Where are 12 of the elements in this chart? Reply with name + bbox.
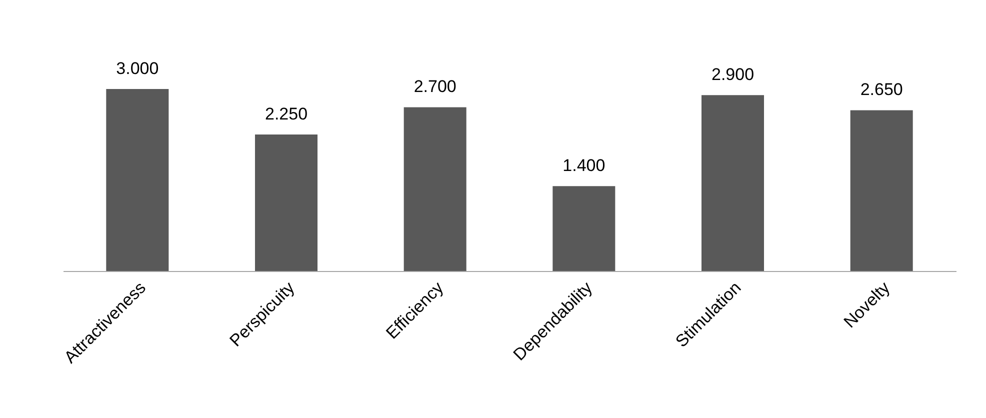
data-label: 2.700: [414, 77, 456, 96]
bar: [701, 95, 764, 271]
data-label: 2.900: [711, 65, 754, 84]
data-label: 3.000: [116, 59, 159, 78]
bar: [254, 134, 318, 271]
bar: [850, 110, 913, 271]
bar: [552, 186, 616, 271]
data-label: 2.650: [860, 80, 903, 100]
bar: [106, 89, 169, 271]
bar: [404, 107, 466, 271]
data-label: 2.250: [264, 104, 308, 124]
data-label: 1.400: [562, 156, 606, 176]
